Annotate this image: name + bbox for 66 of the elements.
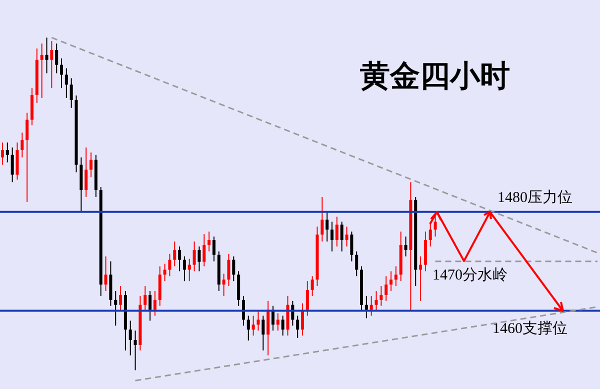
candlestick [310, 276, 314, 296]
ref-line-label: 1480压力位 [498, 188, 572, 206]
candlestick [178, 246, 182, 272]
candlestick [306, 280, 309, 316]
candlestick [374, 290, 378, 312]
candlestick [119, 286, 122, 312]
candlestick [296, 315, 300, 339]
candlestick [173, 241, 176, 267]
candlestick [262, 315, 265, 351]
candlestick [84, 146, 88, 198]
candlestick [40, 43, 44, 98]
candlestick [208, 231, 211, 252]
candlestick [20, 132, 24, 158]
candlestick [148, 290, 152, 322]
candlestick [256, 310, 260, 332]
candlestick [10, 146, 14, 183]
candlestick [370, 295, 373, 316]
candlestick [60, 58, 64, 89]
candlestick [281, 315, 284, 336]
candlestick [330, 221, 334, 252]
candlestick [222, 273, 226, 296]
candlestick [252, 315, 255, 336]
candlestick [394, 266, 398, 287]
candlestick [276, 312, 280, 332]
candlestick [50, 40, 54, 89]
candlestick [1, 142, 4, 166]
candlestick [355, 250, 358, 277]
ref-line-label: 1470分水岭 [432, 266, 508, 284]
candlestick [202, 234, 206, 267]
candlestick [168, 253, 172, 277]
candlestick [350, 231, 354, 262]
candlestick [340, 221, 344, 252]
candlestick [326, 211, 329, 242]
candlestick [390, 270, 393, 292]
candlestick [45, 37, 48, 74]
candlestick [163, 263, 166, 282]
candlestick [246, 315, 250, 341]
candlestick [419, 256, 422, 302]
candlestick [144, 286, 147, 312]
candlestick [192, 241, 196, 272]
ref-line-label: 1460支撑位 [492, 320, 568, 337]
text: 黄金四小时 [360, 59, 510, 95]
candlestick [404, 236, 408, 257]
candlestick [134, 330, 137, 371]
candlestick [380, 286, 383, 306]
candlestick [212, 236, 216, 262]
candlestick [198, 246, 201, 272]
candlestick [232, 256, 236, 282]
candlestick [26, 112, 29, 202]
candlestick [320, 196, 324, 242]
candlestick [384, 276, 388, 302]
candlestick [188, 258, 191, 282]
candlestick [6, 142, 9, 163]
candlestick [104, 256, 108, 292]
candlestick [70, 78, 73, 108]
candlestick [227, 253, 230, 287]
candlestick [345, 226, 348, 247]
candlestick [153, 290, 156, 316]
candlestick [128, 320, 132, 356]
candlestick [64, 68, 68, 98]
candlestick [182, 256, 186, 282]
candlestick [114, 290, 118, 326]
candlestick [90, 152, 93, 178]
candlestick [335, 216, 338, 247]
candlestick [364, 295, 368, 319]
candlestick [55, 43, 58, 74]
